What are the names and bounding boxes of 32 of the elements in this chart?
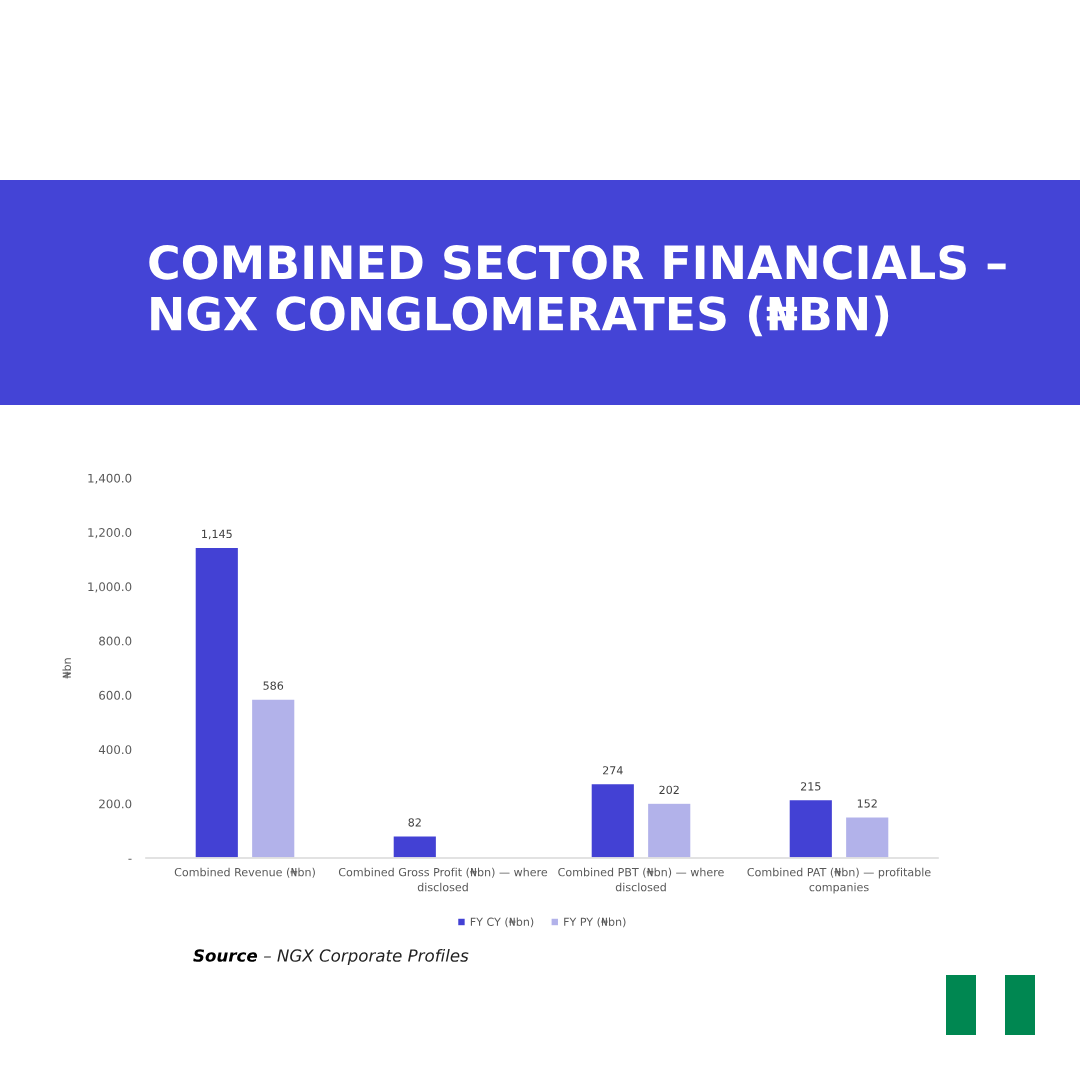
legend-label: FY CY (₦bn) xyxy=(470,917,534,928)
data-label: 586 xyxy=(263,681,284,690)
data-label: 202 xyxy=(659,785,679,795)
data-label: 1,145 xyxy=(202,529,232,540)
chart-title: COMBINED SECTOR FINANCIALS – NGX CONGLOMERATES (₦BN) xyxy=(149,244,1006,337)
y-tick-label: 1,400.0 xyxy=(88,473,132,484)
x-tick-label: Combined Revenue (₦bn) xyxy=(174,867,315,878)
y-tick-label: 600.0 xyxy=(99,690,132,700)
bar xyxy=(590,782,636,858)
bar xyxy=(646,802,692,858)
y-tick-label: 1,000.0 xyxy=(88,582,132,593)
text: Source xyxy=(193,949,258,962)
bar xyxy=(392,835,438,858)
data-label: 152 xyxy=(857,799,877,808)
y-tick-label: - xyxy=(128,858,132,860)
x-tick-label: Combined Gross Profit (₦bn) — where disclosed xyxy=(338,867,548,892)
legend-label: FY PY (₦bn) xyxy=(564,917,626,928)
y-tick-label: 1,200.0 xyxy=(88,528,132,539)
x-tick-label: Combined PAT (₦bn) — profitable companies xyxy=(747,867,931,894)
bar xyxy=(250,698,296,858)
y-tick-label: 800.0 xyxy=(99,636,132,646)
text: – NGX Corporate Profiles xyxy=(263,948,469,966)
y-axis-title: ₦bn xyxy=(62,658,72,679)
x-tick-label: Combined PBT (₦bn) — where disclosed xyxy=(558,867,724,892)
data-label: 215 xyxy=(801,782,821,791)
data-label: 274 xyxy=(603,766,623,775)
bar xyxy=(844,816,890,858)
y-tick-label: 200.0 xyxy=(99,799,132,809)
bar xyxy=(194,546,240,858)
y-tick-label: 400.0 xyxy=(98,745,132,755)
data-label: 82 xyxy=(408,818,421,827)
bar xyxy=(788,798,834,858)
